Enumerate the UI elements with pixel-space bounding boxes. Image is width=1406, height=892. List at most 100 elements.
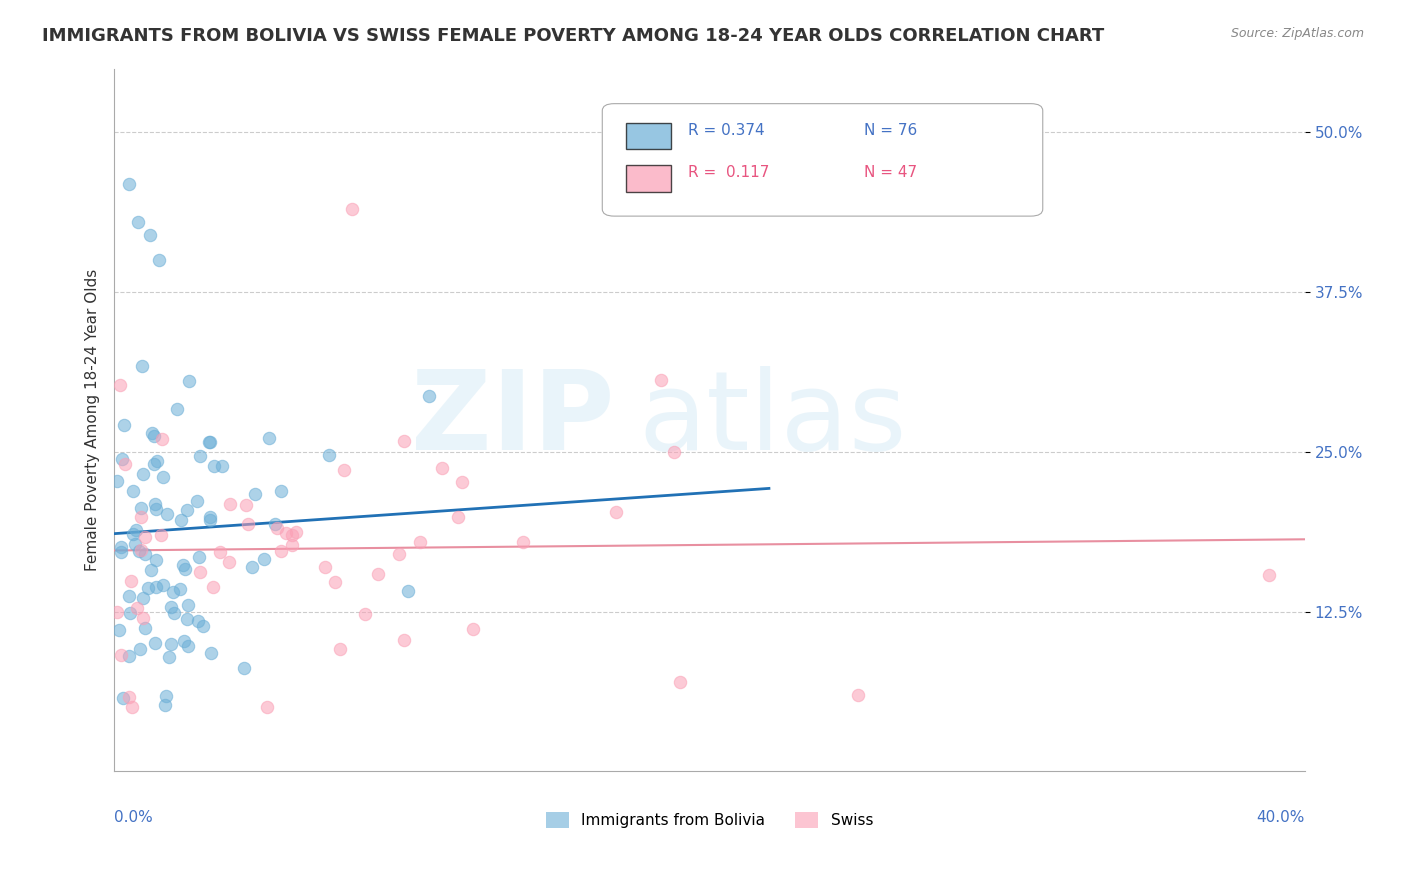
Point: [270, 484, 292, 499]
Point: [202, 580, 225, 594]
Point: [166, 401, 188, 416]
Point: [122, 483, 145, 498]
Point: [129, 501, 152, 516]
Point: [191, 619, 214, 633]
Point: [156, 507, 179, 521]
Point: [187, 614, 209, 628]
Point: [314, 559, 336, 574]
Point: [392, 632, 415, 647]
Point: [388, 547, 411, 561]
Point: [218, 496, 240, 510]
Legend: Immigrants from Bolivia, Swiss: Immigrants from Bolivia, Swiss: [540, 805, 879, 834]
Point: [111, 452, 134, 467]
Point: [236, 517, 259, 532]
Point: [233, 661, 256, 675]
Point: [110, 648, 132, 662]
Point: [188, 549, 211, 564]
Point: [131, 591, 153, 605]
Point: [124, 537, 146, 551]
Point: [170, 512, 193, 526]
Point: [148, 253, 170, 268]
Point: [157, 649, 180, 664]
Point: [105, 605, 128, 619]
Text: atlas: atlas: [638, 367, 907, 474]
Point: [243, 487, 266, 501]
Point: [131, 543, 153, 558]
Point: [112, 691, 135, 706]
Point: [132, 467, 155, 482]
Point: [143, 428, 166, 442]
Point: [173, 562, 195, 576]
Point: [117, 690, 139, 704]
Point: [253, 552, 276, 566]
Point: [134, 530, 156, 544]
Point: [107, 623, 129, 637]
Point: [145, 497, 167, 511]
Point: [200, 646, 222, 660]
Point: [141, 425, 163, 440]
Point: [354, 607, 377, 622]
Point: [150, 528, 173, 542]
Point: [143, 636, 166, 650]
FancyBboxPatch shape: [602, 103, 1043, 216]
Point: [209, 545, 232, 559]
Point: [159, 636, 181, 650]
Point: [110, 378, 132, 392]
Point: [396, 584, 419, 599]
Point: [176, 598, 198, 612]
Point: [266, 521, 288, 535]
Point: [409, 535, 432, 549]
Point: [110, 544, 132, 558]
FancyBboxPatch shape: [626, 165, 671, 192]
Point: [342, 202, 364, 216]
Point: [447, 510, 470, 524]
Point: [333, 463, 356, 477]
Point: [198, 435, 221, 450]
Point: [186, 494, 208, 508]
Point: [650, 373, 672, 387]
Point: [139, 227, 162, 242]
Point: [512, 534, 534, 549]
Point: [121, 700, 143, 714]
Point: [105, 474, 128, 488]
Point: [172, 558, 194, 573]
Point: [155, 689, 177, 703]
Point: [367, 567, 389, 582]
Point: [276, 526, 298, 541]
Text: N = 76: N = 76: [865, 123, 918, 138]
Point: [143, 457, 166, 471]
Point: [129, 509, 152, 524]
Point: [177, 639, 200, 653]
Point: [128, 544, 150, 558]
Point: [173, 633, 195, 648]
Point: [264, 516, 287, 531]
Point: [110, 540, 132, 554]
Point: [605, 505, 627, 519]
Point: [846, 688, 869, 702]
Text: IMMIGRANTS FROM BOLIVIA VS SWISS FEMALE POVERTY AMONG 18-24 YEAR OLDS CORRELATIO: IMMIGRANTS FROM BOLIVIA VS SWISS FEMALE …: [42, 27, 1105, 45]
Point: [198, 513, 221, 527]
Point: [163, 606, 186, 620]
Point: [124, 523, 146, 537]
Point: [197, 434, 219, 449]
FancyBboxPatch shape: [626, 122, 671, 149]
Point: [136, 581, 159, 595]
Point: [120, 607, 142, 621]
Point: [146, 454, 169, 468]
Point: [152, 469, 174, 483]
Point: [134, 547, 156, 561]
Point: [202, 459, 225, 474]
Point: [159, 599, 181, 614]
Point: [463, 622, 485, 636]
Point: [114, 457, 136, 471]
Point: [162, 584, 184, 599]
Point: [176, 611, 198, 625]
Text: 0.0%: 0.0%: [114, 810, 153, 825]
Point: [118, 177, 141, 191]
Point: [169, 582, 191, 596]
Text: ZIP: ZIP: [411, 367, 614, 474]
Point: [198, 509, 221, 524]
Point: [129, 642, 152, 657]
Point: [127, 215, 149, 229]
Point: [451, 475, 474, 489]
